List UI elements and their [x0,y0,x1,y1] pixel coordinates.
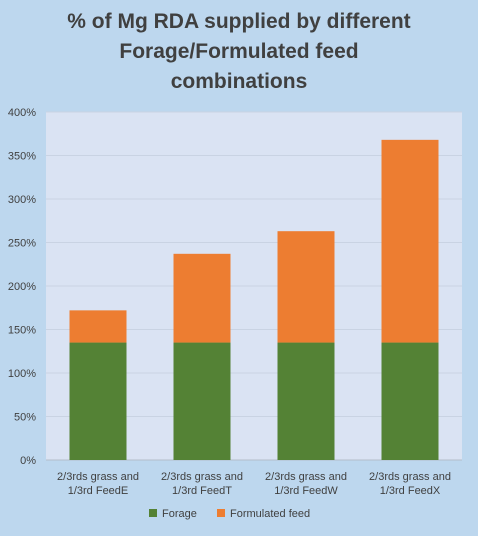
y-tick-label: 200% [8,281,36,293]
x-tick-label: 2/3rds grass and [57,471,139,483]
bar-formulated-feed [381,139,439,343]
legend-label: Formulated feed [230,508,310,520]
y-tick-label: 250% [8,238,36,250]
x-tick-label: 1/3rd FeedT [172,485,232,497]
y-tick-label: 400% [8,107,36,119]
bar-forage [277,342,335,460]
x-tick-label: 1/3rd FeedE [68,485,129,497]
x-tick-label: 1/3rd FeedW [274,485,338,497]
y-tick-label: 50% [14,412,36,424]
x-tick-label: 1/3rd FeedX [380,485,441,497]
bar-formulated-feed [277,231,335,343]
x-tick-label: 2/3rds grass and [161,471,243,483]
y-tick-label: 300% [8,194,36,206]
chart-title-line-1: % of Mg RDA supplied by different [67,10,411,33]
bar-formulated-feed [69,310,127,343]
y-tick-label: 150% [8,325,36,337]
y-tick-label: 0% [20,455,36,467]
bar-forage [173,342,231,460]
y-tick-label: 100% [8,368,36,380]
x-tick-label: 2/3rds grass and [265,471,347,483]
legend-label: Forage [162,508,197,520]
bar-forage [69,342,127,460]
chart-title-line-2: Forage/Formulated feed [119,40,359,63]
legend-swatch [149,509,157,517]
x-tick-label: 2/3rds grass and [369,471,451,483]
legend-swatch [217,509,225,517]
chart-title-line-3: combinations [170,70,308,93]
bar-forage [381,342,439,460]
bar-formulated-feed [173,253,231,343]
y-tick-label: 350% [8,151,36,163]
